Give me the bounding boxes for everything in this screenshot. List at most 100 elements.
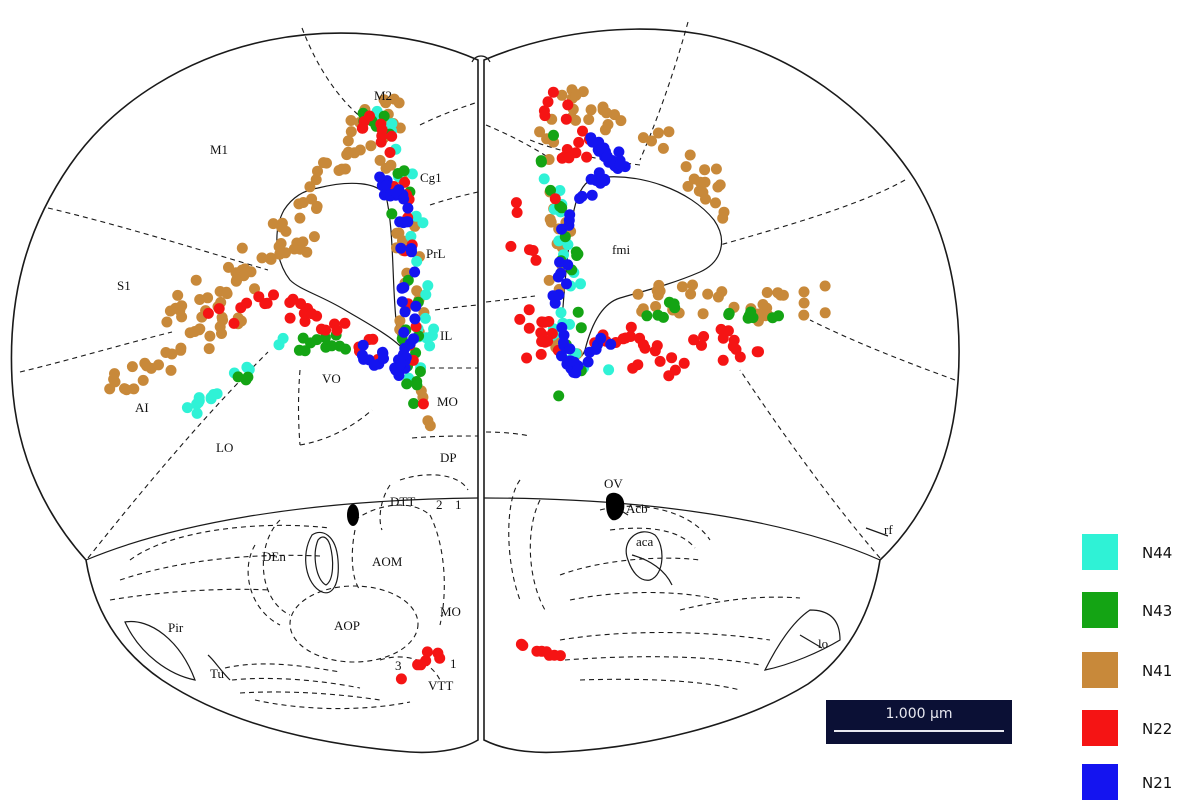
cell-dot-n22 <box>734 351 746 363</box>
cell-dot-n41 <box>310 174 322 186</box>
cell-dot-n22 <box>562 99 574 111</box>
cell-dot-n44 <box>181 402 193 414</box>
cell-dot-n22 <box>717 354 729 366</box>
cell-dot-n41 <box>393 97 405 109</box>
cell-dot-n22 <box>228 317 240 329</box>
cell-dot-n22 <box>284 312 296 324</box>
cell-dot-n21 <box>368 359 380 371</box>
cell-dot-n41 <box>141 360 153 372</box>
cell-dot-n41 <box>697 186 709 198</box>
cell-dot-n22 <box>523 322 535 334</box>
label-Cg1: Cg1 <box>420 170 442 185</box>
cell-dot-n21 <box>402 216 414 228</box>
cell-dot-n22 <box>542 96 554 108</box>
cell-dot-n21 <box>374 171 386 183</box>
cell-dot-n43 <box>572 248 584 260</box>
cell-dot-n41 <box>288 243 300 255</box>
cell-dot-n21 <box>395 242 407 254</box>
cell-dot-n43 <box>392 168 404 179</box>
cell-dot-n41 <box>717 212 729 224</box>
legend-label-n41: N41 <box>1142 662 1173 680</box>
cell-dot-n22 <box>651 340 663 352</box>
cell-dot-n41 <box>312 165 323 177</box>
cell-dot-n41 <box>342 135 354 147</box>
cell-dot-n43 <box>340 343 351 355</box>
cell-dot-n41 <box>393 227 405 239</box>
cell-dot-n41 <box>653 279 665 291</box>
cell-dot-n41 <box>710 163 722 175</box>
cell-dot-n43 <box>572 306 584 318</box>
cell-dot-n22 <box>514 313 526 325</box>
label-AOM: AOM <box>372 554 403 569</box>
label-VTT: VTT <box>428 678 453 693</box>
cell-dot-n21 <box>398 193 410 205</box>
cell-dot-n22 <box>577 125 588 137</box>
cell-dot-n22 <box>202 307 214 319</box>
right-olfactory-structures <box>508 479 889 691</box>
cell-dot-n21 <box>405 244 417 256</box>
cell-dot-n41 <box>798 297 810 309</box>
cell-dot-n21 <box>593 167 605 179</box>
cell-dot-n43 <box>320 341 332 353</box>
cell-dot-n22 <box>241 297 253 309</box>
cell-dot-n21 <box>395 358 407 370</box>
left-region-boundaries <box>19 27 479 559</box>
cell-dot-n22 <box>434 652 446 664</box>
label-fmi: fmi <box>612 242 630 257</box>
label-S1: S1 <box>117 278 131 293</box>
cell-dot-n44 <box>191 407 203 419</box>
cell-dot-n22 <box>517 640 529 651</box>
cell-dot-n21 <box>402 202 414 214</box>
cell-dot-n41 <box>757 299 769 310</box>
cell-dot-n43 <box>535 156 547 168</box>
cell-dot-n41 <box>176 300 188 312</box>
cell-dot-n41 <box>365 140 377 152</box>
cell-dot-n41 <box>570 89 582 101</box>
cell-dot-n41 <box>650 301 662 312</box>
cell-dot-n43 <box>556 202 568 214</box>
cell-dot-n41 <box>276 221 287 233</box>
cell-dot-n21 <box>380 179 392 191</box>
cell-dot-n41 <box>585 104 597 116</box>
label-DEn: DEn <box>262 549 286 564</box>
cell-dot-n41 <box>411 285 423 297</box>
cell-dot-n41 <box>775 289 787 301</box>
cell-dot-n41 <box>394 315 406 327</box>
cell-dot-n41 <box>221 288 233 300</box>
cell-dot-n41 <box>193 324 205 336</box>
cell-dot-n22 <box>696 339 707 351</box>
cell-dot-n41 <box>710 197 721 209</box>
cell-dot-n21 <box>562 259 574 271</box>
cell-dot-n22 <box>625 321 637 333</box>
label-MO-upper: MO <box>437 394 458 409</box>
legend-swatch-n22 <box>1082 710 1118 746</box>
cell-dot-n43 <box>386 208 398 220</box>
cell-dot-n21 <box>410 300 422 312</box>
cell-dot-n41 <box>336 163 348 175</box>
cell-dot-n41 <box>378 94 390 106</box>
cell-dot-n21 <box>601 150 613 162</box>
cell-dot-n44 <box>538 173 550 185</box>
cell-dot-n43 <box>575 322 587 334</box>
cell-dot-n41 <box>172 289 184 301</box>
cell-dot-layer <box>104 84 831 685</box>
cell-dot-n21 <box>561 278 572 290</box>
cell-dot-n41 <box>676 281 688 293</box>
label-DP: DP <box>440 450 457 465</box>
label-aca: aca <box>636 534 654 549</box>
cell-dot-n41 <box>385 159 397 171</box>
cell-dot-n41 <box>294 212 306 224</box>
right-region-boundaries <box>485 21 956 559</box>
legend-swatch-n21 <box>1082 764 1118 800</box>
cell-dot-n44 <box>420 289 432 301</box>
label-IL: IL <box>440 328 452 343</box>
legend-label-n43: N43 <box>1142 602 1173 620</box>
cell-dot-n41 <box>153 359 164 371</box>
cell-dot-n43 <box>723 309 735 321</box>
cell-dot-n41 <box>374 154 386 166</box>
cell-dot-n21 <box>399 306 411 318</box>
cell-dot-n41 <box>341 149 353 161</box>
legend-swatch-n44 <box>1082 534 1118 570</box>
label-OV: OV <box>604 476 623 491</box>
